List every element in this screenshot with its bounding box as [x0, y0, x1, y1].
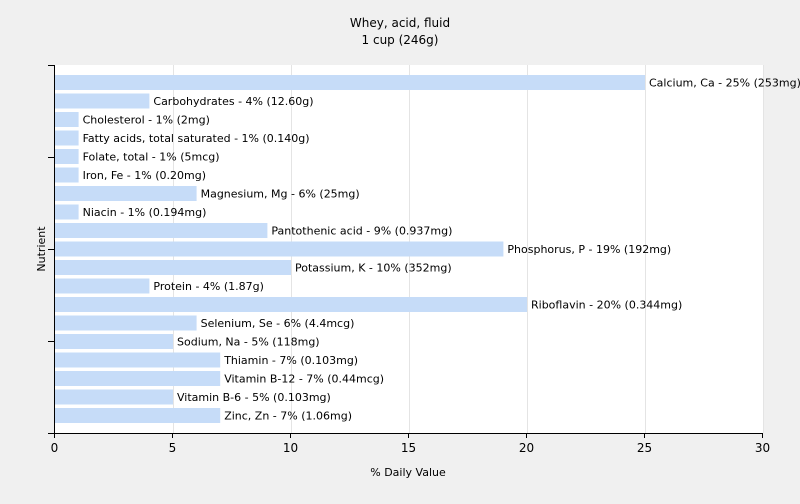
- bar: [55, 334, 173, 349]
- x-tick-label: 0: [51, 441, 59, 455]
- bar-label: Thiamin - 7% (0.103mg): [223, 354, 358, 367]
- bar: [55, 93, 150, 109]
- bar-label: Sodium, Na - 5% (118mg): [177, 336, 320, 349]
- bar: [55, 278, 150, 294]
- x-tick-label: 25: [637, 441, 652, 455]
- bar: [55, 408, 221, 423]
- bar: [55, 186, 197, 201]
- bar: [55, 352, 221, 368]
- bar-label: Selenium, Se - 6% (4.4mcg): [201, 317, 355, 330]
- x-axis-title: % Daily Value: [370, 466, 446, 479]
- bar-label: Phosphorus, P - 19% (192mg): [507, 243, 671, 256]
- bar: [55, 297, 527, 312]
- bar-label: Zinc, Zn - 7% (1.06mg): [224, 410, 352, 423]
- bar: [55, 389, 173, 405]
- bar-label: Folate, total - 1% (5mcg): [83, 151, 220, 164]
- x-tick-label: 10: [283, 441, 298, 455]
- bar: [55, 371, 221, 386]
- bar-label: Vitamin B-12 - 7% (0.44mcg): [224, 373, 384, 386]
- x-tick-label: 30: [755, 441, 770, 455]
- bar: [55, 149, 79, 164]
- bar: [55, 241, 504, 257]
- bar-label: Cholesterol - 1% (2mg): [83, 114, 210, 127]
- bar: [55, 75, 645, 90]
- bar-label: Fatty acids, total saturated - 1% (0.140…: [83, 132, 310, 145]
- chart-subtitle: 1 cup (246g): [362, 33, 439, 47]
- bar: [55, 223, 268, 238]
- bar: [55, 315, 197, 331]
- bar: [55, 130, 79, 146]
- bar-label: Pantothenic acid - 9% (0.937mg): [271, 225, 452, 238]
- bar-label: Riboflavin - 20% (0.344mg): [531, 299, 682, 312]
- bar-label: Vitamin B-6 - 5% (0.103mg): [177, 391, 331, 404]
- bar-label: Iron, Fe - 1% (0.20mg): [83, 169, 206, 182]
- bar-label: Calcium, Ca - 25% (253mg): [649, 77, 800, 90]
- y-axis-title: Nutrient: [35, 226, 48, 272]
- bar: [55, 167, 79, 183]
- chart-title: Whey, acid, fluid: [350, 16, 450, 30]
- bar: [55, 204, 79, 220]
- x-tick-label: 15: [401, 441, 416, 455]
- bar-label: Niacin - 1% (0.194mg): [83, 206, 207, 219]
- bar-label: Potassium, K - 10% (352mg): [295, 262, 452, 275]
- bar-label: Magnesium, Mg - 6% (25mg): [201, 188, 360, 201]
- bar-label: Carbohydrates - 4% (12.60g): [153, 95, 313, 108]
- bar: [55, 260, 291, 275]
- bar: [55, 112, 79, 127]
- bar-label: Protein - 4% (1.87g): [153, 280, 264, 293]
- x-tick-label: 20: [519, 441, 534, 455]
- x-tick-label: 5: [169, 441, 177, 455]
